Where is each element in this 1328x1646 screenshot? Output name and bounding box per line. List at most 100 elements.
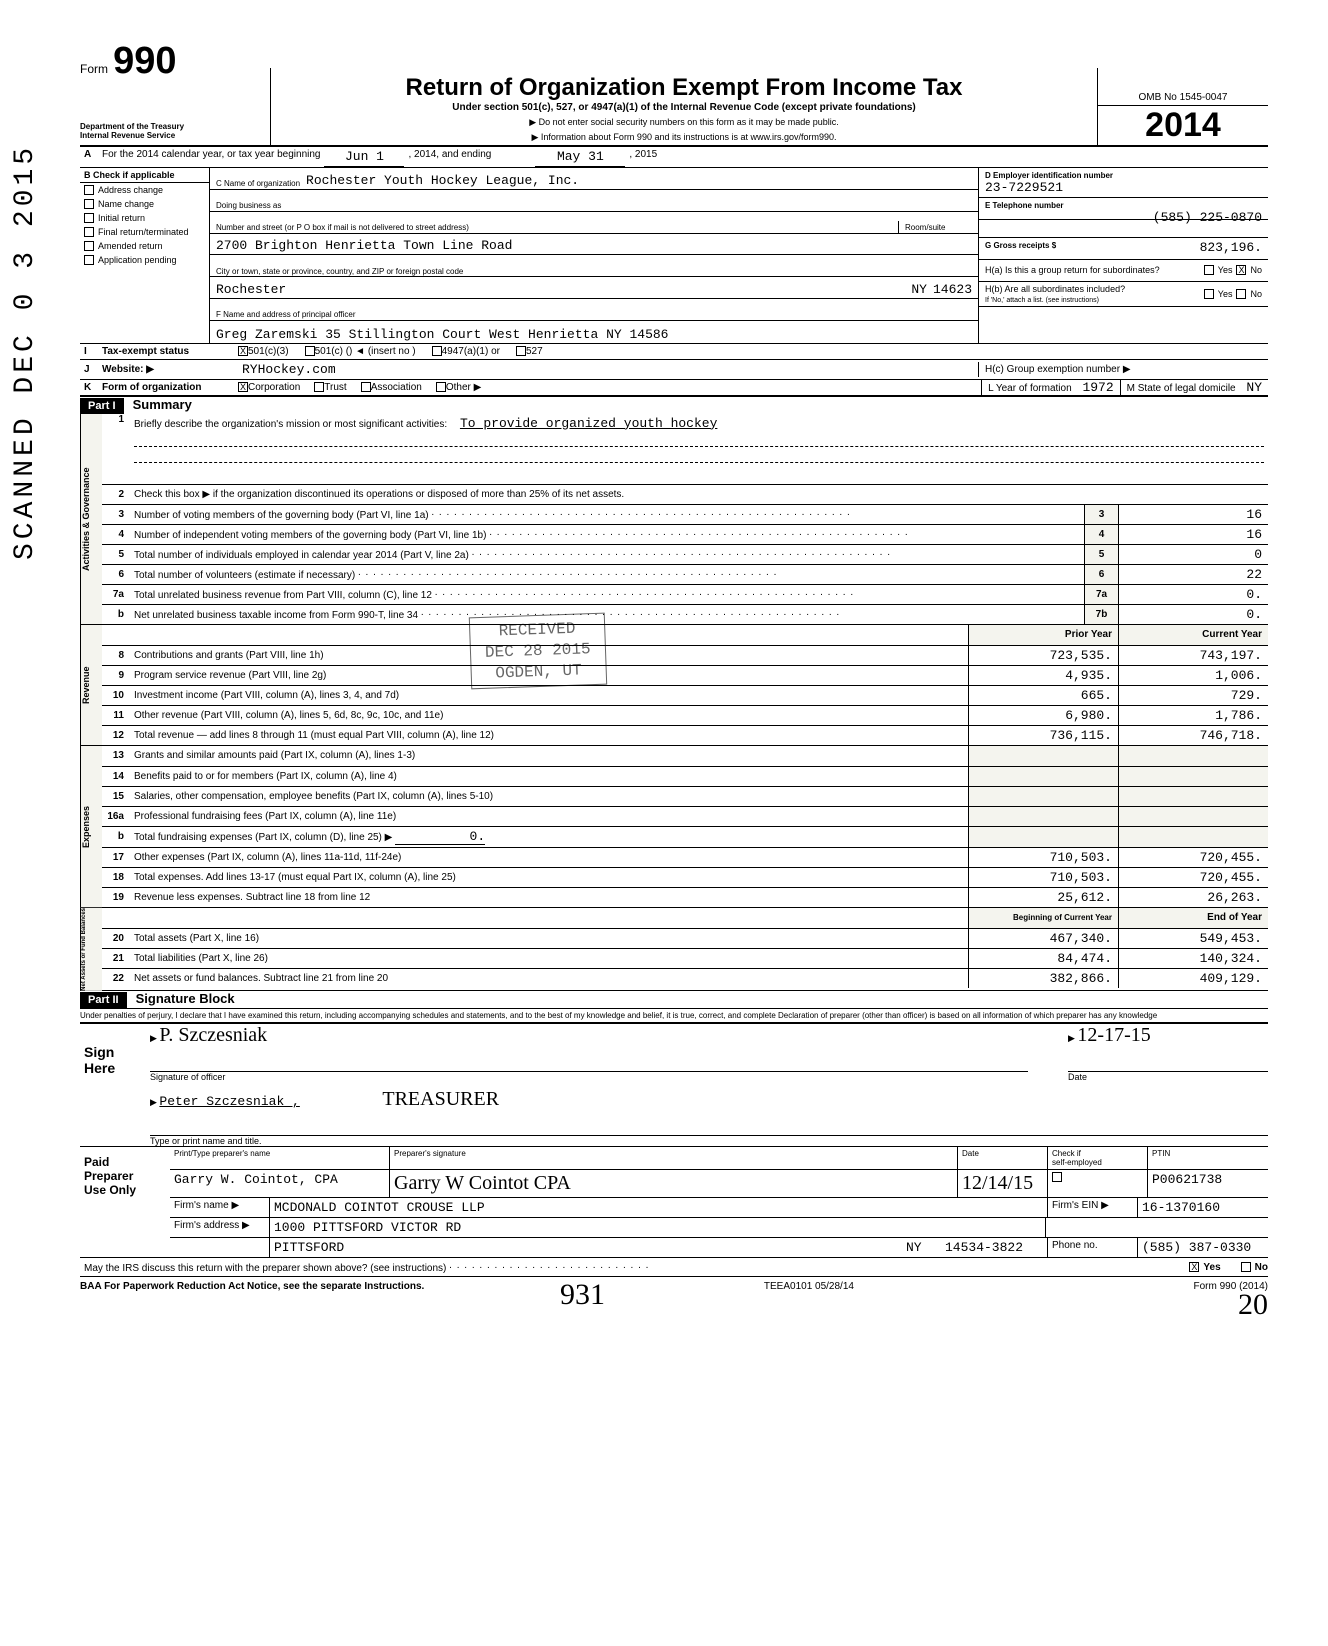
footer-mid: TEEA0101 05/28/14 [764,1281,854,1292]
line-2-text: Check this box ▶ if the organization dis… [130,487,1268,502]
discuss-no[interactable] [1241,1262,1251,1272]
form-title: Return of Organization Exempt From Incom… [279,74,1089,102]
prior-value [968,767,1118,786]
chk-label-0: Address change [98,185,163,195]
line-text: Benefits paid to or for members (Part IX… [130,769,968,784]
officer-printed-name: Peter Szczesniak , [159,1094,299,1109]
vtab-revenue: Revenue [80,625,102,745]
org-info-column: C Name of organization Rochester Youth H… [210,168,978,343]
gross-receipts-value: 823,196. [1200,240,1262,255]
line-1-value: To provide organized youth hockey [460,416,717,431]
officer-label: F Name and address of principal officer [216,310,355,319]
chk-trust[interactable] [314,382,324,392]
firm-phone: (585) 387-0330 [1138,1238,1268,1257]
officer-signature: P. Szczesniak [159,1024,267,1046]
firm-name: MCDONALD COINTOT CROUSE LLP [270,1198,1048,1217]
line-text: Total revenue — add lines 8 through 11 (… [130,728,968,743]
state-domicile: NY [1246,380,1262,395]
chk-4947[interactable] [432,346,442,356]
line-num: 6 [102,569,130,580]
current-value [1118,787,1268,806]
prior-value: 467,340. [968,929,1118,948]
vtab-governance: Activities & Governance [80,414,102,624]
chk-application-pending[interactable] [84,255,94,265]
prep-h1: Print/Type preparer's name [170,1147,390,1169]
chk-label-3: Final return/terminated [98,227,189,237]
line-value: 0 [1118,545,1268,564]
firm-addr-label: Firm's address ▶ [170,1218,270,1237]
chk-initial-return[interactable] [84,213,94,223]
current-value [1118,746,1268,766]
perjury-statement: Under penalties of perjury, I declare th… [80,1008,1268,1022]
line-j-label: Website: ▶ [98,362,238,377]
received-stamp: RECEIVED DEC 28 2015 OGDEN, UT [469,612,607,689]
firm-ein: 16-1370160 [1138,1198,1268,1217]
chk-final-return[interactable] [84,227,94,237]
section-governance: Activities & Governance 1 Briefly descri… [80,414,1268,625]
h-b-no[interactable] [1236,289,1246,299]
title-block: Return of Organization Exempt From Incom… [270,68,1098,145]
org-address: 2700 Brighton Henrietta Town Line Road [216,238,512,253]
form-hint-1: ▶ Do not enter social security numbers o… [279,117,1089,128]
form-subtitle: Under section 501(c), 527, or 4947(a)(1)… [279,102,1089,113]
opt-assoc: Association [371,382,422,393]
opt-501c3: 501(c)(3) [248,346,289,357]
chk-name-change[interactable] [84,199,94,209]
form-number-block: Form 990 Department of the Treasury Inte… [80,40,270,145]
current-value: 720,455. [1118,868,1268,887]
chk-corp[interactable]: X [238,382,248,392]
chk-label-1: Name change [98,199,154,209]
prep-h3: Date [958,1147,1048,1169]
vtab-net: Net Assets or Fund Balances [80,908,102,991]
col-end: End of Year [1118,908,1268,928]
ein-label: D Employer identification number [985,171,1113,180]
line-num: 5 [102,549,130,560]
year-formation-label: L Year of formation [988,383,1072,394]
line-text: Professional fundraising fees (Part IX, … [130,809,968,824]
h-b-label: H(b) Are all subordinates included? [985,284,1125,294]
name-label: C Name of organization [216,179,300,188]
sig-date-label: Date [1068,1072,1087,1082]
opt-501c: 501(c) ( [315,346,349,357]
h-b-yes[interactable] [1204,289,1214,299]
line-num: 7a [102,589,130,600]
chk-assoc[interactable] [361,382,371,392]
chk-527[interactable] [516,346,526,356]
chk-other[interactable] [436,382,446,392]
line-i-lead: I [80,344,98,359]
chk-self-employed[interactable] [1052,1172,1062,1182]
gross-receipts-label: G Gross receipts $ [985,241,1056,250]
prior-value: 710,503. [968,868,1118,887]
line-num: 11 [102,710,130,721]
chk-amended[interactable] [84,241,94,251]
chk-501c3[interactable]: X [238,346,248,356]
line-cell-ref: 7b [1084,605,1118,624]
line-num: 12 [102,730,130,741]
line-k-lead: K [80,380,98,395]
chk-label-5: Application pending [98,255,177,265]
h-a-no[interactable]: X [1236,265,1246,275]
prior-value [968,807,1118,826]
form-number: 990 [113,40,176,83]
chk-501c[interactable] [305,346,315,356]
officer-name: Greg Zaremski 35 Stillington Court West … [216,327,668,342]
scanned-side-stamp: SCANNED DEC 0 3 2015 [10,144,41,560]
line-cell-ref: 4 [1084,525,1118,544]
line-num: 21 [102,953,130,964]
line-1-label: Briefly describe the organization's miss… [134,419,447,430]
period-text-1: For the 2014 calendar year, or tax year … [98,147,324,167]
chk-address-change[interactable] [84,185,94,195]
city-label: City or town, state or province, country… [216,267,463,276]
phone-label: E Telephone number [985,201,1064,210]
discuss-yes[interactable]: X [1189,1262,1199,1272]
row-a-label: A [80,147,98,167]
line-num: 18 [102,872,130,883]
current-value: 549,453. [1118,929,1268,948]
line-text: Total expenses. Add lines 13-17 (must eq… [130,870,968,885]
line-text: Number of voting members of the governin… [130,505,1084,523]
h-b-sub: If 'No,' attach a list. (see instruction… [985,297,1099,304]
h-a-yes[interactable] [1204,265,1214,275]
prior-value: 665. [968,686,1118,705]
part-1-tag: Part I [80,398,124,414]
h-a-label: H(a) Is this a group return for subordin… [985,265,1200,275]
